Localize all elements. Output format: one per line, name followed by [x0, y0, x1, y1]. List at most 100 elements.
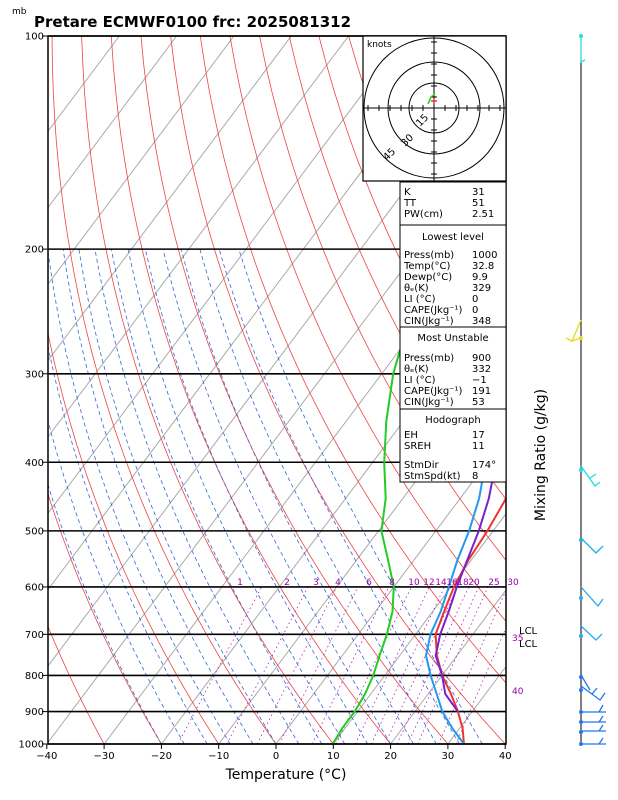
index-label: StmDir — [404, 460, 439, 471]
hodograph-units-label: knots — [367, 40, 392, 50]
wind-barb-dot — [579, 742, 583, 746]
isotherm-line — [48, 36, 120, 133]
mixing-ratio-line — [417, 586, 489, 744]
pressure-tick-label: 300 — [25, 369, 44, 380]
index-value: 51 — [472, 198, 485, 209]
mixing-ratio-line — [311, 586, 390, 744]
wind-barb — [580, 537, 604, 554]
dry-adiabat-line — [110, 36, 391, 744]
index-label: θₑ(K) — [404, 283, 429, 294]
index-value: 17 — [472, 430, 485, 441]
index-value: 53 — [472, 397, 485, 408]
dry-adiabat-line — [288, 36, 506, 500]
index-value: 0 — [472, 305, 478, 316]
mixing-ratio-label: 4 — [335, 578, 341, 588]
index-label: EH — [404, 430, 418, 441]
lcl-label-upper: LCL — [519, 626, 538, 637]
dry-adiabat-line — [199, 36, 506, 684]
lowest-level-box — [399, 224, 507, 328]
temperature-tick-label: 30 — [442, 751, 455, 762]
hodograph-stats-box — [399, 408, 507, 483]
indices-panel: K 31 TT 51 PW(cm) 2.51 Lowest level Press(mb) 10… — [399, 181, 507, 483]
moist-adiabat-line — [94, 249, 300, 744]
dry-adiabat-line — [140, 36, 449, 744]
index-label: Temp(°C) — [403, 261, 451, 272]
mixing-ratio-line — [438, 589, 506, 744]
isotherm-line — [103, 207, 506, 744]
mixing-ratio-label: 18 — [457, 578, 469, 588]
panel-heading: Lowest level — [422, 232, 484, 243]
hodograph-trace — [427, 93, 436, 105]
dry-adiabat-line — [48, 625, 105, 744]
pressure-units-label: mb — [12, 7, 27, 17]
pressure-tick-label: 1000 — [19, 740, 44, 751]
index-label: K — [404, 187, 411, 198]
wind-barb — [581, 724, 606, 732]
panel-heading: Most Unstable — [417, 333, 488, 344]
mixing-ratio-line — [384, 586, 458, 744]
isotherm-line — [48, 36, 235, 285]
index-label: StmSpd(kt) — [404, 471, 461, 482]
most-unstable-box — [399, 326, 507, 410]
index-value: 332 — [472, 364, 491, 375]
index-label: CAPE(Jkg⁻¹) — [404, 386, 462, 397]
wind-barb — [580, 685, 606, 701]
moist-adiabat-line — [180, 248, 414, 744]
pressure-tick-label: 500 — [25, 526, 44, 537]
temperature-tick-label: −10 — [208, 751, 229, 762]
adiabat-label-40: 40 — [512, 687, 524, 697]
dry-adiabat-line — [81, 36, 334, 744]
wind-barb-dot — [579, 730, 583, 734]
isotherm-line — [48, 36, 178, 209]
index-label: Press(mb) — [404, 353, 454, 364]
index-value: 11 — [472, 441, 485, 452]
pressure-tick-label: 400 — [25, 458, 44, 469]
index-label: CAPE(Jkg⁻¹) — [404, 305, 462, 316]
wind-barb-dot — [579, 688, 583, 692]
index-label: CIN(Jkg⁻¹) — [404, 316, 454, 327]
right-axis-label: Mixing Ratio (g/kg) — [533, 389, 549, 521]
temperature-tick-label: 20 — [384, 751, 397, 762]
moist-adiabat-line — [62, 249, 254, 744]
wind-barb — [581, 704, 606, 713]
pressure-tick-label: 200 — [25, 245, 44, 256]
moist-adiabat-line — [127, 249, 346, 744]
wind-barb — [581, 737, 606, 745]
wind-barb — [580, 586, 604, 608]
pressure-tick-label: 800 — [25, 671, 44, 682]
mixing-ratio-label: 2 — [284, 578, 290, 588]
index-label: Press(mb) — [404, 250, 454, 261]
temperature-tick-label: 0 — [273, 751, 279, 762]
dry-adiabat-line — [51, 36, 277, 744]
mixing-ratio-label: 6 — [366, 578, 372, 588]
dry-adiabat-line — [48, 492, 162, 744]
index-value: 348 — [472, 316, 491, 327]
temperature-tick-label: −30 — [94, 751, 115, 762]
hodograph-storm-motion — [431, 98, 437, 104]
mixing-ratio-line — [355, 586, 430, 744]
dry-adiabat-line — [48, 331, 220, 744]
mixing-ratio-line — [455, 626, 506, 744]
x-axis-label: Temperature (°C) — [225, 767, 347, 783]
mixing-ratio-label: 12 — [423, 578, 434, 588]
index-value: 2.51 — [472, 209, 494, 220]
mixing-ratio-label: 14 — [435, 578, 447, 588]
mixing-ratio-label: 20 — [468, 578, 480, 588]
pressure-tick-label: 100 — [25, 32, 44, 43]
wind-barb-dot — [579, 596, 583, 600]
dry-adiabat-line — [556, 36, 618, 744]
isotherm-line — [390, 589, 506, 744]
wind-barb — [580, 625, 603, 641]
pressure-tick-label: 600 — [25, 582, 44, 593]
moist-adiabat-line — [162, 249, 391, 744]
dry-adiabat-line — [586, 36, 618, 744]
wind-barb-dot — [579, 710, 583, 714]
index-value: 8 — [472, 471, 478, 482]
wind-barb-dot — [579, 675, 583, 679]
mixing-ratio-label: 3 — [313, 578, 319, 588]
wind-barb-column — [565, 34, 606, 746]
moist-adiabat-line — [238, 248, 483, 744]
wind-barb-dot — [579, 634, 583, 638]
profile-line-0 — [434, 496, 506, 744]
